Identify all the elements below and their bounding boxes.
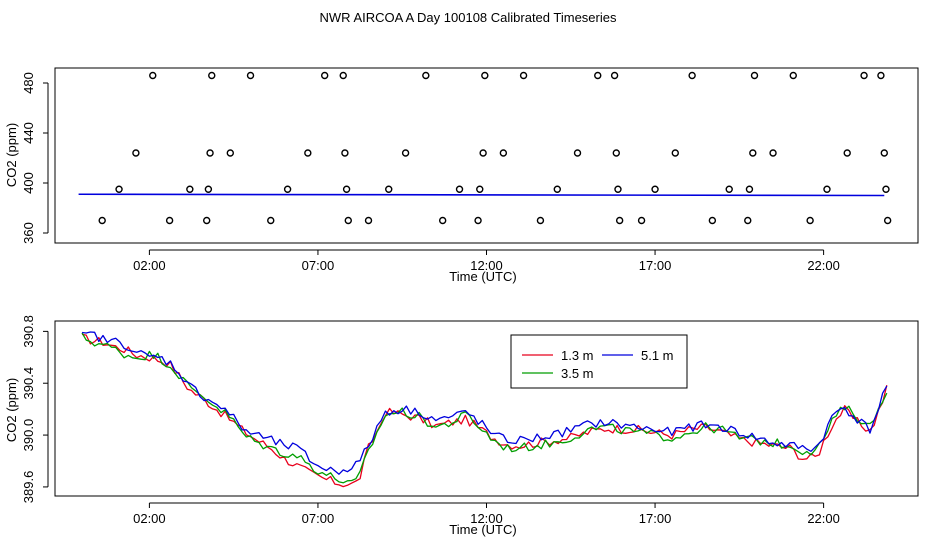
series-line-1-3-m — [81, 333, 888, 488]
scatter-point — [132, 149, 140, 157]
scatter-point — [519, 71, 528, 80]
line-y-tick-label: 390.8 — [21, 315, 36, 348]
scatter-point — [880, 149, 888, 157]
line-y-tick-label: 389.6 — [21, 471, 36, 504]
scatter-point — [246, 71, 255, 80]
legend-box — [510, 334, 688, 389]
scatter-point — [422, 71, 430, 80]
scatter-x-tick-label: 07:00 — [302, 258, 335, 273]
scatter-y-tick-label: 360 — [21, 222, 36, 244]
scatter-x-axis-label: Time (UTC) — [449, 269, 516, 284]
line-y-tick-label: 390.0 — [21, 419, 36, 452]
scatter-point — [610, 71, 619, 80]
scatter-point — [455, 185, 464, 193]
line-y-tick-label: 390.4 — [21, 367, 36, 400]
scatter-point — [823, 185, 831, 193]
scatter-point — [283, 185, 292, 193]
scatter-point — [342, 185, 351, 193]
scatter-point — [744, 216, 752, 225]
scatter-y-tick-label: 440 — [21, 122, 36, 144]
line-x-tick-label: 22:00 — [807, 511, 840, 526]
legend: 1.3 m 3.5 m 5.1 m — [510, 334, 688, 389]
page-title: NWR AIRCOA A Day 100108 Calibrated Times… — [320, 10, 617, 25]
scatter-point — [708, 216, 717, 225]
scatter-point — [553, 185, 561, 193]
scatter-point — [186, 185, 194, 193]
scatter-y-axis-label: CO2 (ppm) — [4, 123, 19, 187]
scatter-point — [474, 216, 482, 225]
scatter-point — [204, 185, 213, 193]
scatter-point — [883, 216, 892, 225]
scatter-panel: 360 400 440 480 02:00 07:00 12:00 17:00 22:00 Ti… — [4, 67, 919, 284]
scatter-y-tick-label: 480 — [21, 72, 36, 94]
scatter-point — [637, 216, 646, 225]
scatter-x-tick-label: 02:00 — [133, 258, 166, 273]
scatter-point — [438, 216, 447, 225]
scatter-point — [615, 216, 624, 225]
series-line-3-5-m — [81, 332, 888, 484]
line-plot-frame — [54, 320, 919, 497]
scatter-point — [267, 216, 275, 225]
scatter-point — [165, 216, 174, 225]
scatter-point — [745, 185, 754, 193]
scatter-plot-frame — [54, 67, 919, 244]
scatter-point — [320, 71, 329, 80]
legend-label-5-1m: 5.1 m — [641, 348, 674, 363]
scatter-point — [573, 149, 582, 157]
scatter-point — [115, 185, 123, 193]
scatter-point — [688, 71, 696, 80]
legend-label-1-3m: 1.3 m — [561, 348, 594, 363]
scatter-point — [651, 185, 659, 193]
scatter-point — [364, 216, 373, 225]
scatter-point — [479, 149, 487, 157]
scatter-point — [499, 149, 508, 157]
scatter-point — [208, 71, 216, 80]
line-x-tick-label: 07:00 — [302, 511, 335, 526]
scatter-point — [612, 149, 620, 157]
baseline-series-line — [78, 193, 885, 197]
scatter-point — [341, 149, 349, 157]
scatter-x-tick-label: 12:00 — [470, 258, 503, 273]
scatter-point — [149, 71, 157, 80]
scatter-point — [304, 149, 312, 157]
scatter-point — [476, 185, 484, 193]
scatter-point — [536, 216, 545, 225]
scatter-point — [806, 216, 814, 225]
scatter-point — [98, 216, 106, 225]
scatter-point — [882, 185, 890, 193]
line-x-tick-label: 02:00 — [133, 511, 166, 526]
scatter-point — [750, 71, 759, 80]
scatter-point — [769, 149, 777, 157]
line-x-axis-label: Time (UTC) — [449, 522, 516, 537]
line-x-tick-label: 17:00 — [639, 511, 672, 526]
scatter-point — [339, 71, 347, 80]
scatter-point — [877, 71, 885, 80]
line-y-axis-label: CO2 (ppm) — [4, 378, 19, 442]
line-x-tick-label: 12:00 — [470, 511, 503, 526]
scatter-point — [202, 216, 211, 225]
line-panel: 389.6 390.0 390.4 390.8 02:00 07:00 12:00 17:00… — [4, 315, 919, 537]
scatter-point — [789, 71, 797, 80]
scatter-point — [843, 149, 851, 157]
scatter-point — [594, 71, 602, 80]
scatter-point — [401, 149, 410, 157]
scatter-point — [671, 149, 679, 157]
series-line-5-1-m — [81, 331, 888, 475]
scatter-point — [725, 185, 733, 193]
scatter-point — [344, 216, 352, 225]
scatter-y-tick-label: 400 — [21, 172, 36, 194]
scatter-point — [749, 149, 757, 157]
scatter-x-tick-label: 17:00 — [639, 258, 672, 273]
scatter-point — [481, 71, 489, 80]
scatter-point — [385, 185, 393, 193]
scatter-point — [206, 149, 214, 157]
legend-label-3-5m: 3.5 m — [561, 366, 594, 381]
scatter-point — [860, 71, 868, 80]
scatter-x-tick-label: 22:00 — [807, 258, 840, 273]
scatter-point — [614, 185, 622, 193]
scatter-point — [226, 149, 234, 157]
